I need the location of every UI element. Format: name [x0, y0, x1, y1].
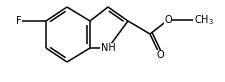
Text: O: O: [156, 50, 164, 60]
Text: F: F: [16, 16, 22, 26]
Text: NH: NH: [101, 43, 115, 53]
Text: O: O: [164, 15, 172, 25]
Text: CH$_3$: CH$_3$: [194, 13, 214, 27]
